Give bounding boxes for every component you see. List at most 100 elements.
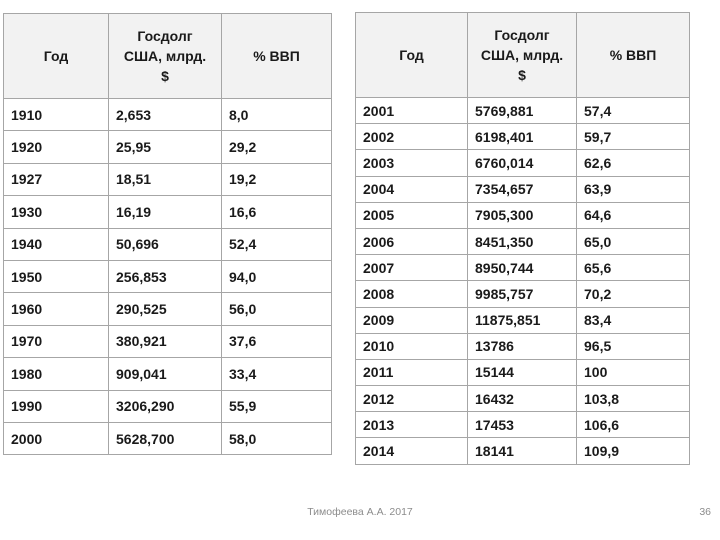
table-cell: 52,4 <box>221 227 332 261</box>
table-cell: 5628,700 <box>108 421 222 456</box>
header-row: Год Госдолг США, млрд. $ % ВВП <box>3 13 332 99</box>
table-cell: 8451,350 <box>467 227 577 256</box>
table-row: 2001 5769,881 57,4 <box>355 96 690 125</box>
table-cell: 63,9 <box>576 175 690 203</box>
table-cell: 3206,290 <box>108 389 222 423</box>
table-cell: 9985,757 <box>467 280 577 308</box>
col-header-gdp-percent: % ВВП <box>221 13 332 99</box>
table-cell: 1930 <box>3 195 109 229</box>
table-row: 1980 909,041 33,4 <box>3 357 332 391</box>
table-row: 1990 3206,290 55,9 <box>3 389 332 423</box>
table-cell: 1910 <box>3 97 109 132</box>
table-cell: 64,6 <box>576 201 690 229</box>
table-cell: 1940 <box>3 227 109 261</box>
table-cell: 17453 <box>467 411 577 439</box>
table-row: 2010 13786 96,5 <box>355 332 690 360</box>
table-row: 2012 16432 103,8 <box>355 385 690 413</box>
table-cell: 109,9 <box>576 437 690 465</box>
table-cell: 909,041 <box>108 357 222 391</box>
table-cell: 1927 <box>3 162 109 197</box>
table-row: 1920 25,95 29,2 <box>3 130 332 164</box>
table-cell: 56,0 <box>221 292 332 326</box>
table-row: 1960 290,525 56,0 <box>3 292 332 326</box>
table-cell: 256,853 <box>108 259 222 294</box>
table-cell: 2008 <box>355 280 468 308</box>
table-cell: 6760,014 <box>467 149 577 177</box>
table-cell: 16,19 <box>108 195 222 229</box>
table-cell: 1950 <box>3 259 109 294</box>
table-cell: 1980 <box>3 357 109 391</box>
table-cell: 5769,881 <box>467 96 577 125</box>
table-cell: 13786 <box>467 332 577 360</box>
col-header-gdp-percent: % ВВП <box>576 12 690 98</box>
table-cell: 25,95 <box>108 130 222 164</box>
table-cell: 1990 <box>3 389 109 423</box>
table-cell: 2009 <box>355 306 468 334</box>
header-row: Год Госдолг США, млрд. $ % ВВП <box>355 12 690 98</box>
table-cell: 8950,744 <box>467 254 577 282</box>
table-cell: 65,0 <box>576 227 690 256</box>
col-header-year: Год <box>3 13 109 99</box>
table-cell: 290,525 <box>108 292 222 326</box>
table-cell: 94,0 <box>221 259 332 294</box>
table-cell: 62,6 <box>576 149 690 177</box>
table-row: 2009 11875,851 83,4 <box>355 306 690 334</box>
table-cell: 2000 <box>3 421 109 456</box>
table-body: 2001 5769,881 57,4 2002 6198,401 59,7 2003 6760… <box>355 96 690 465</box>
table-cell: 65,6 <box>576 254 690 282</box>
table-body: 1910 2,653 8,0 1920 25,95 29,2 1927 18,51 19,2 19… <box>3 97 332 456</box>
table-cell: 2003 <box>355 149 468 177</box>
table-row: 2005 7905,300 64,6 <box>355 201 690 229</box>
table-cell: 58,0 <box>221 421 332 456</box>
col-header-debt: Госдолг США, млрд. $ <box>467 12 577 98</box>
debt-table-1910-2000: Год Госдолг США, млрд. $ % ВВП 1910 2,653… <box>3 13 332 456</box>
debt-table-2001-2014: Год Госдолг США, млрд. $ % ВВП 2001 5769,… <box>355 12 690 465</box>
table-cell: 70,2 <box>576 280 690 308</box>
col-header-debt: Госдолг США, млрд. $ <box>108 13 222 99</box>
table-row: 2006 8451,350 65,0 <box>355 227 690 256</box>
table-cell: 7354,657 <box>467 175 577 203</box>
table-row: 1970 380,921 37,6 <box>3 324 332 359</box>
table-cell: 100 <box>576 358 690 387</box>
table-row: 2007 8950,744 65,6 <box>355 254 690 282</box>
table-row: 2002 6198,401 59,7 <box>355 123 690 151</box>
table-row: 2014 18141 109,9 <box>355 437 690 465</box>
col-header-year: Год <box>355 12 468 98</box>
table-row: 2008 9985,757 70,2 <box>355 280 690 308</box>
table-cell: 2010 <box>355 332 468 360</box>
table-cell: 29,2 <box>221 130 332 164</box>
table-row: 1910 2,653 8,0 <box>3 97 332 132</box>
table-cell: 16432 <box>467 385 577 413</box>
table-cell: 83,4 <box>576 306 690 334</box>
table-cell: 19,2 <box>221 162 332 197</box>
table-cell: 1970 <box>3 324 109 359</box>
table-cell: 96,5 <box>576 332 690 360</box>
table-cell: 2006 <box>355 227 468 256</box>
table-cell: 2,653 <box>108 97 222 132</box>
table-row: 2003 6760,014 62,6 <box>355 149 690 177</box>
table-header: Год Госдолг США, млрд. $ % ВВП <box>3 13 332 99</box>
table-cell: 16,6 <box>221 195 332 229</box>
table-cell: 2012 <box>355 385 468 413</box>
table-cell: 15144 <box>467 358 577 387</box>
table-cell: 380,921 <box>108 324 222 359</box>
table-cell: 2013 <box>355 411 468 439</box>
table-cell: 6198,401 <box>467 123 577 151</box>
table-cell: 2011 <box>355 358 468 387</box>
table-cell: 11875,851 <box>467 306 577 334</box>
table-cell: 50,696 <box>108 227 222 261</box>
table-cell: 1960 <box>3 292 109 326</box>
table-cell: 33,4 <box>221 357 332 391</box>
table-cell: 2005 <box>355 201 468 229</box>
table-cell: 2014 <box>355 437 468 465</box>
table-cell: 2001 <box>355 96 468 125</box>
table-cell: 2007 <box>355 254 468 282</box>
table-cell: 1920 <box>3 130 109 164</box>
table-cell: 7905,300 <box>467 201 577 229</box>
table-row: 1930 16,19 16,6 <box>3 195 332 229</box>
table-cell: 8,0 <box>221 97 332 132</box>
table-cell: 55,9 <box>221 389 332 423</box>
table-cell: 57,4 <box>576 96 690 125</box>
table-cell: 2004 <box>355 175 468 203</box>
table-cell: 106,6 <box>576 411 690 439</box>
